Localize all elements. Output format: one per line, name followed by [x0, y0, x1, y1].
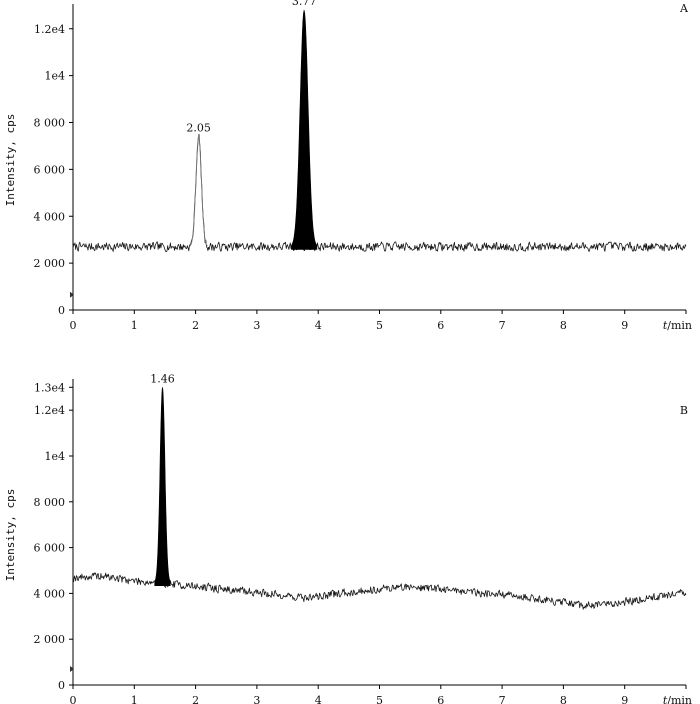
peak-label: 1.46 — [150, 372, 175, 385]
x-tick-label: 4 — [315, 694, 322, 704]
y-axis-title: Intensity, cps — [4, 114, 17, 207]
peak-label: 3.77 — [292, 0, 317, 8]
peak-2-05 — [189, 135, 208, 247]
x-tick-label: 7 — [499, 694, 506, 704]
x-tick-label: 6 — [437, 319, 444, 332]
y-axis-title: Intensity, cps — [4, 489, 17, 582]
x-tick-label: 8 — [560, 694, 567, 704]
y-tick-label: 6 000 — [34, 163, 66, 176]
panel-label: B — [680, 404, 688, 417]
chart-panel-b: 0 2 000 4 000 6 000 8 000 1e4 1.2e4 1.3e4 0 1 2 3 4 5… — [4, 372, 692, 704]
x-tick-label: 4 — [315, 319, 322, 332]
y-tick-label: 2 000 — [34, 257, 66, 270]
x-tick-label: 2 — [192, 319, 199, 332]
chart-panel-a: 0 2 000 4 000 6 000 8 000 1e4 1.2e4 0 1 2 3 4 5 6 7 8 9 t… — [4, 0, 692, 332]
y-tick-label: 8 000 — [34, 117, 66, 130]
x-tick-label: 3 — [253, 319, 260, 332]
x-tick-label: 6 — [437, 694, 444, 704]
y-tick-label: 4 000 — [34, 587, 66, 600]
y-tick-label: 0 — [58, 679, 65, 692]
x-tick-label: 1 — [131, 694, 138, 704]
x-tick-label: 2 — [192, 694, 199, 704]
x-tick-label: 7 — [499, 319, 506, 332]
x-axis-title: t/min — [663, 694, 692, 704]
y-tick-label: 1e4 — [44, 70, 65, 83]
marker-triangle — [70, 665, 74, 672]
peak-label: 2.05 — [186, 122, 211, 135]
x-tick-label: 1 — [131, 319, 138, 332]
peak-filled-3-77 — [291, 9, 318, 250]
x-tick-label: 5 — [376, 319, 383, 332]
y-tick-label: 6 000 — [34, 542, 66, 555]
marker-triangle — [70, 291, 74, 298]
x-tick-label: 9 — [621, 694, 628, 704]
x-tick-label: 9 — [621, 319, 628, 332]
x-tick-label: 5 — [376, 694, 383, 704]
y-tick-label: 1.3e4 — [34, 381, 65, 394]
y-tick-label: 8 000 — [34, 496, 66, 509]
x-tick-label: 0 — [70, 319, 77, 332]
y-tick-label: 0 — [58, 304, 65, 317]
y-tick-label: 1.2e4 — [34, 404, 65, 417]
chromatogram-trace — [72, 572, 687, 610]
x-tick-label: 8 — [560, 319, 567, 332]
y-tick-label: 4 000 — [34, 210, 66, 223]
panel-label: A — [679, 2, 689, 15]
chromatogram-trace — [72, 133, 687, 253]
x-tick-label: 0 — [70, 694, 77, 704]
peak-filled-1-46 — [154, 387, 171, 586]
x-tick-label: 3 — [253, 694, 260, 704]
y-tick-label: 2 000 — [34, 633, 66, 646]
y-tick-label: 1e4 — [44, 450, 65, 463]
x-axis-title: t/min — [663, 319, 692, 332]
y-tick-label: 1.2e4 — [34, 23, 65, 36]
